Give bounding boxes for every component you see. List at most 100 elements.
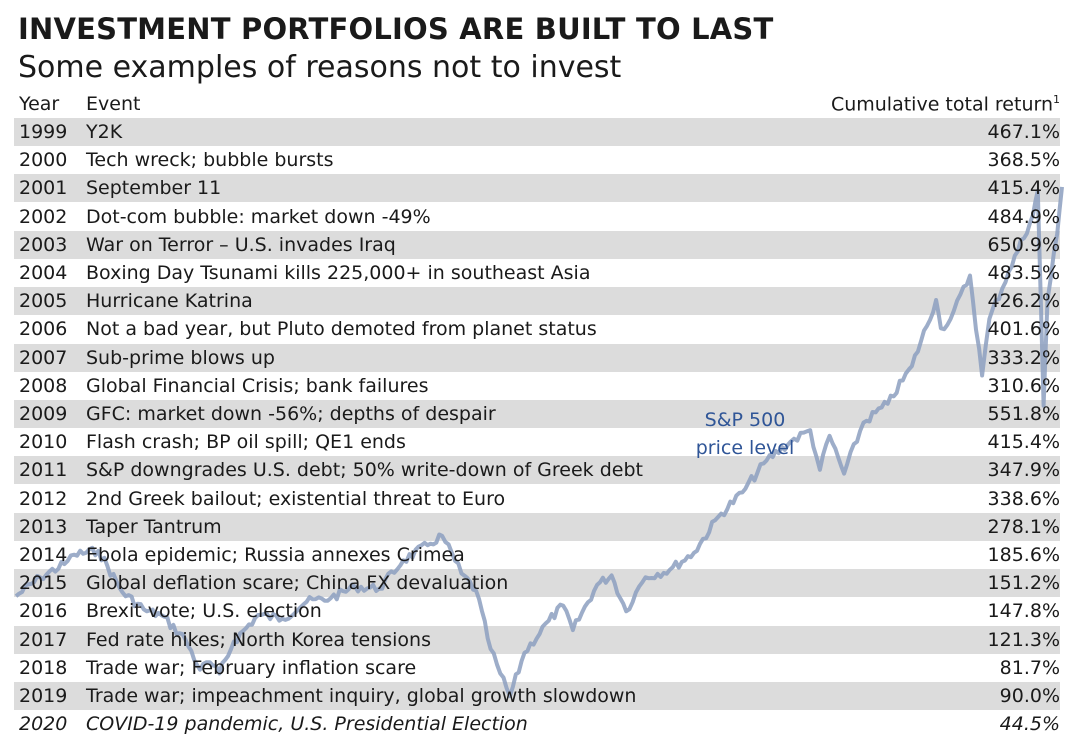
row-return: 484.9% [987, 206, 1060, 228]
chart-title: INVESTMENT PORTFOLIOS ARE BUILT TO LAST [18, 12, 774, 46]
table-row: 2000 Tech wreck; bubble bursts 368.5% [0, 146, 1080, 174]
row-return: 347.9% [987, 459, 1060, 481]
row-event: 2nd Greek bailout; existential threat to… [86, 488, 506, 510]
table-row: 2012 2nd Greek bailout; existential threa… [0, 485, 1080, 513]
row-year: 2000 [19, 149, 68, 171]
row-year: 2016 [19, 600, 68, 622]
row-event: COVID-19 pandemic, U.S. Presidential Ele… [86, 713, 528, 735]
row-return: 401.6% [987, 318, 1060, 340]
row-year: 2005 [19, 290, 68, 312]
row-return: 151.2% [987, 572, 1060, 594]
row-return: 415.4% [987, 177, 1060, 199]
column-header-return: Cumulative total return1 [831, 93, 1060, 115]
row-year: 2011 [19, 459, 68, 481]
row-return: 121.3% [987, 629, 1060, 651]
row-year: 2006 [19, 318, 68, 340]
row-year: 2010 [19, 431, 68, 453]
row-stripes [14, 0, 1060, 743]
row-year: 2012 [19, 488, 68, 510]
table-row: 2011 S&P downgrades U.S. debt; 50% write-… [0, 456, 1080, 484]
row-event: September 11 [86, 177, 222, 199]
row-year: 2017 [19, 629, 68, 651]
table-row: 2019 Trade war; impeachment inquiry, glob… [0, 682, 1080, 710]
table-row: 2020 COVID-19 pandemic, U.S. Presidential… [0, 710, 1080, 738]
row-return: 338.6% [987, 488, 1060, 510]
table-row: 2007 Sub-prime blows up 333.2% [0, 344, 1080, 372]
table-row: 2010 Flash crash; BP oil spill; QE1 ends 4… [0, 428, 1080, 456]
row-year: 2004 [19, 262, 68, 284]
row-event: Sub-prime blows up [86, 347, 275, 369]
series-label-line-2: price level [695, 437, 795, 459]
row-event: Not a bad year, but Pluto demoted from p… [86, 318, 597, 340]
row-event: S&P downgrades U.S. debt; 50% write-down… [86, 459, 643, 481]
table-row: 1999 Y2K 467.1% [0, 118, 1080, 146]
table-row: 2014 Ebola epidemic; Russia annexes Crime… [0, 541, 1080, 569]
series-label: S&P 500 price level [690, 406, 800, 462]
table-row: 2017 Fed rate hikes; North Korea tensions… [0, 626, 1080, 654]
row-event: Fed rate hikes; North Korea tensions [86, 629, 431, 651]
row-year: 2002 [19, 206, 68, 228]
row-year: 1999 [19, 121, 68, 143]
row-stripe [14, 118, 1060, 146]
row-event: Hurricane Katrina [86, 290, 253, 312]
row-return: 426.2% [987, 290, 1060, 312]
table-row: 2016 Brexit vote; U.S. election 147.8% [0, 597, 1080, 625]
table-row: 2006 Not a bad year, but Pluto demoted fr… [0, 315, 1080, 343]
table-row: 2009 GFC: market down -56%; depths of des… [0, 400, 1080, 428]
column-header-year: Year [19, 93, 60, 115]
row-event: Brexit vote; U.S. election [86, 600, 322, 622]
row-stripe [14, 287, 1060, 315]
row-event: Taper Tantrum [86, 516, 222, 538]
row-year: 2008 [19, 375, 68, 397]
row-return: 185.6% [987, 544, 1060, 566]
row-return: 551.8% [987, 403, 1060, 425]
table-row: 2003 War on Terror – U.S. invades Iraq 650… [0, 231, 1080, 259]
table-row: 2001 September 11 415.4% [0, 174, 1080, 202]
row-stripe [14, 569, 1060, 597]
footnote-marker: 1 [1053, 93, 1060, 106]
row-year: 2013 [19, 516, 68, 538]
row-event: Trade war; impeachment inquiry, global g… [86, 685, 637, 707]
row-event: Global Financial Crisis; bank failures [86, 375, 429, 397]
row-stripe [14, 682, 1060, 710]
row-event: War on Terror – U.S. invades Iraq [86, 234, 396, 256]
row-return: 467.1% [987, 121, 1060, 143]
table-row: 2008 Global Financial Crisis; bank failur… [0, 372, 1080, 400]
row-year: 2015 [19, 572, 68, 594]
row-stripe [14, 231, 1060, 259]
row-return: 415.4% [987, 431, 1060, 453]
row-year: 2003 [19, 234, 68, 256]
column-header-event: Event [86, 93, 141, 115]
row-event: Y2K [86, 121, 123, 143]
row-return: 90.0% [999, 685, 1060, 707]
row-stripe [14, 344, 1060, 372]
row-year: 2020 [19, 713, 68, 735]
row-return: 278.1% [987, 516, 1060, 538]
row-year: 2014 [19, 544, 68, 566]
row-stripe [14, 174, 1060, 202]
row-return: 650.9% [987, 234, 1060, 256]
table-row: 2018 Trade war; February inflation scare 8… [0, 654, 1080, 682]
row-year: 2019 [19, 685, 68, 707]
row-stripe [14, 456, 1060, 484]
row-year: 2007 [19, 347, 68, 369]
table-row: 2015 Global deflation scare; China FX dev… [0, 569, 1080, 597]
row-event: Global deflation scare; China FX devalua… [86, 572, 509, 594]
row-event: Flash crash; BP oil spill; QE1 ends [86, 431, 406, 453]
row-return: 310.6% [987, 375, 1060, 397]
sp500-series-line [14, 186, 1064, 699]
row-return: 81.7% [999, 657, 1060, 679]
row-event: Ebola epidemic; Russia annexes Crimea [86, 544, 465, 566]
row-event: Boxing Day Tsunami kills 225,000+ in sou… [86, 262, 591, 284]
column-header-return-label: Cumulative total return [830, 93, 1053, 116]
row-event: Tech wreck; bubble bursts [86, 149, 334, 171]
row-year: 2001 [19, 177, 68, 199]
table-row: 2002 Dot-com bubble: market down -49% 484.… [0, 203, 1080, 231]
row-year: 2009 [19, 403, 68, 425]
row-event: GFC: market down -56%; depths of despair [86, 403, 496, 425]
row-stripe [14, 513, 1060, 541]
chart-subtitle: Some examples of reasons not to invest [18, 50, 622, 85]
row-return: 44.5% [999, 713, 1060, 735]
